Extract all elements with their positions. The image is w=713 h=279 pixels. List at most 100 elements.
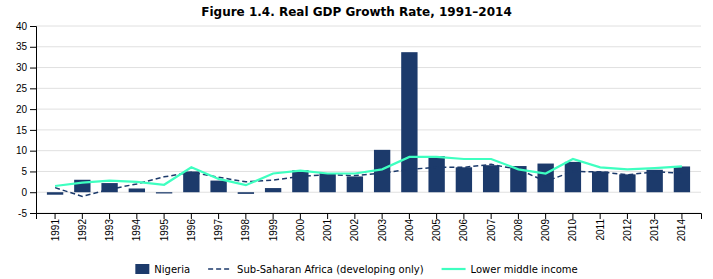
y-tick-label: 0 bbox=[21, 187, 27, 198]
y-tick-label: -5 bbox=[18, 208, 27, 219]
x-tick-label: 2006 bbox=[458, 219, 469, 242]
y-tick-mark bbox=[30, 26, 36, 27]
x-tick: 2008 bbox=[513, 213, 524, 241]
x-tick-label: 2007 bbox=[486, 219, 497, 242]
x-tick-mark bbox=[463, 213, 464, 219]
x-tick-label: 1992 bbox=[77, 219, 88, 242]
x-tick: 2010 bbox=[567, 213, 578, 241]
x-tick-label: 2000 bbox=[295, 219, 306, 242]
x-tick-mark bbox=[627, 213, 628, 219]
marks bbox=[47, 52, 690, 196]
x-tick-label: 2012 bbox=[622, 219, 633, 242]
bar-series bbox=[47, 52, 690, 195]
x-tick: 2003 bbox=[377, 213, 388, 241]
y-tick-mark bbox=[30, 47, 36, 48]
x-tick: 2001 bbox=[322, 213, 333, 241]
y-tick-mark bbox=[30, 192, 36, 193]
x-tick-label: 1998 bbox=[240, 219, 251, 242]
x-axis: 1991199219931994199519961997199819992000… bbox=[37, 213, 702, 241]
bar bbox=[565, 162, 581, 192]
grid-line bbox=[36, 150, 701, 151]
x-tick: 1997 bbox=[213, 213, 224, 241]
y-tick-mark bbox=[30, 171, 36, 172]
legend-label: Nigeria bbox=[154, 264, 190, 275]
grid-line bbox=[36, 26, 701, 27]
grid-line bbox=[36, 67, 701, 68]
y-tick-label: 35 bbox=[16, 41, 28, 52]
x-tick-label: 2003 bbox=[377, 219, 388, 242]
x-tick-mark bbox=[218, 213, 219, 219]
x-tick-label: 2011 bbox=[595, 219, 606, 241]
y-tick: 15 bbox=[16, 125, 36, 136]
x-tick-mark bbox=[191, 213, 192, 219]
y-tick-mark bbox=[30, 151, 36, 152]
y-tick-label: 25 bbox=[16, 83, 28, 94]
grid bbox=[36, 26, 701, 213]
x-tick-label: 1994 bbox=[131, 219, 142, 242]
bar bbox=[210, 181, 226, 193]
y-tick-label: 20 bbox=[16, 104, 28, 115]
line bbox=[55, 157, 682, 186]
x-tick: 1998 bbox=[240, 213, 251, 241]
bar bbox=[265, 188, 281, 192]
x-tick-mark bbox=[436, 213, 437, 219]
bar bbox=[238, 192, 254, 194]
bar bbox=[156, 192, 172, 193]
x-tick-label: 2005 bbox=[431, 219, 442, 242]
x-tick: 1994 bbox=[131, 213, 142, 241]
x-tick-label: 1995 bbox=[159, 219, 170, 242]
x-tick-label: 2008 bbox=[513, 219, 524, 242]
y-axis-line bbox=[30, 27, 37, 214]
y-tick: 40 bbox=[16, 21, 36, 32]
legend-label: Lower middle income bbox=[471, 264, 578, 275]
legend-swatch bbox=[135, 264, 149, 274]
chart: Figure 1.4. Real GDP Growth Rate, 1991–2… bbox=[0, 0, 713, 279]
y-tick: 25 bbox=[16, 83, 36, 94]
x-tick-mark bbox=[82, 213, 83, 219]
legend-item: Nigeria bbox=[135, 264, 190, 275]
x-tick-mark bbox=[545, 213, 546, 219]
x-tick-label: 1996 bbox=[186, 219, 197, 242]
x-tick-mark bbox=[300, 213, 301, 219]
x-tick: 1993 bbox=[104, 213, 115, 241]
x-tick-label: 2009 bbox=[540, 219, 551, 242]
x-tick: 2009 bbox=[540, 213, 551, 241]
x-tick-mark bbox=[136, 213, 137, 219]
x-tick-mark bbox=[245, 213, 246, 219]
y-tick-label: 5 bbox=[21, 166, 27, 177]
bar bbox=[319, 173, 335, 192]
grid-line bbox=[36, 129, 701, 130]
x-tick-label: 2001 bbox=[322, 219, 333, 242]
x-tick-mark bbox=[164, 213, 165, 219]
legend-item: Lower middle income bbox=[442, 264, 578, 275]
y-tick: 30 bbox=[16, 62, 36, 73]
x-tick: 2006 bbox=[458, 213, 469, 241]
x-axis-line bbox=[37, 214, 702, 220]
x-tick-label: 1991 bbox=[50, 219, 61, 242]
y-tick-label: 15 bbox=[16, 125, 28, 136]
y-tick-label: 40 bbox=[16, 21, 28, 32]
legend-label: Sub-Saharan Africa (developing only) bbox=[237, 264, 424, 275]
x-tick: 2005 bbox=[431, 213, 442, 241]
x-tick-mark bbox=[654, 213, 655, 219]
x-tick-mark bbox=[491, 213, 492, 219]
y-tick: 0 bbox=[21, 187, 36, 198]
x-tick-label: 2004 bbox=[404, 219, 415, 242]
bar bbox=[401, 52, 417, 192]
y-tick: 20 bbox=[16, 104, 36, 115]
x-tick-label: 2014 bbox=[676, 219, 687, 242]
x-tick: 1992 bbox=[77, 213, 88, 241]
x-tick: 1996 bbox=[186, 213, 197, 241]
x-tick-mark bbox=[572, 213, 573, 219]
x-tick: 2002 bbox=[349, 213, 360, 241]
bar bbox=[483, 165, 499, 192]
y-tick: 10 bbox=[16, 145, 36, 156]
y-tick-mark bbox=[30, 68, 36, 69]
bar bbox=[183, 171, 199, 192]
x-tick-mark bbox=[681, 213, 682, 219]
y-tick-label: 10 bbox=[16, 145, 28, 156]
bar bbox=[47, 192, 63, 194]
x-tick: 2012 bbox=[622, 213, 633, 241]
y-axis: -5 0 5 10 15 20 25 30 35 40 bbox=[16, 21, 37, 219]
line bbox=[55, 164, 682, 196]
